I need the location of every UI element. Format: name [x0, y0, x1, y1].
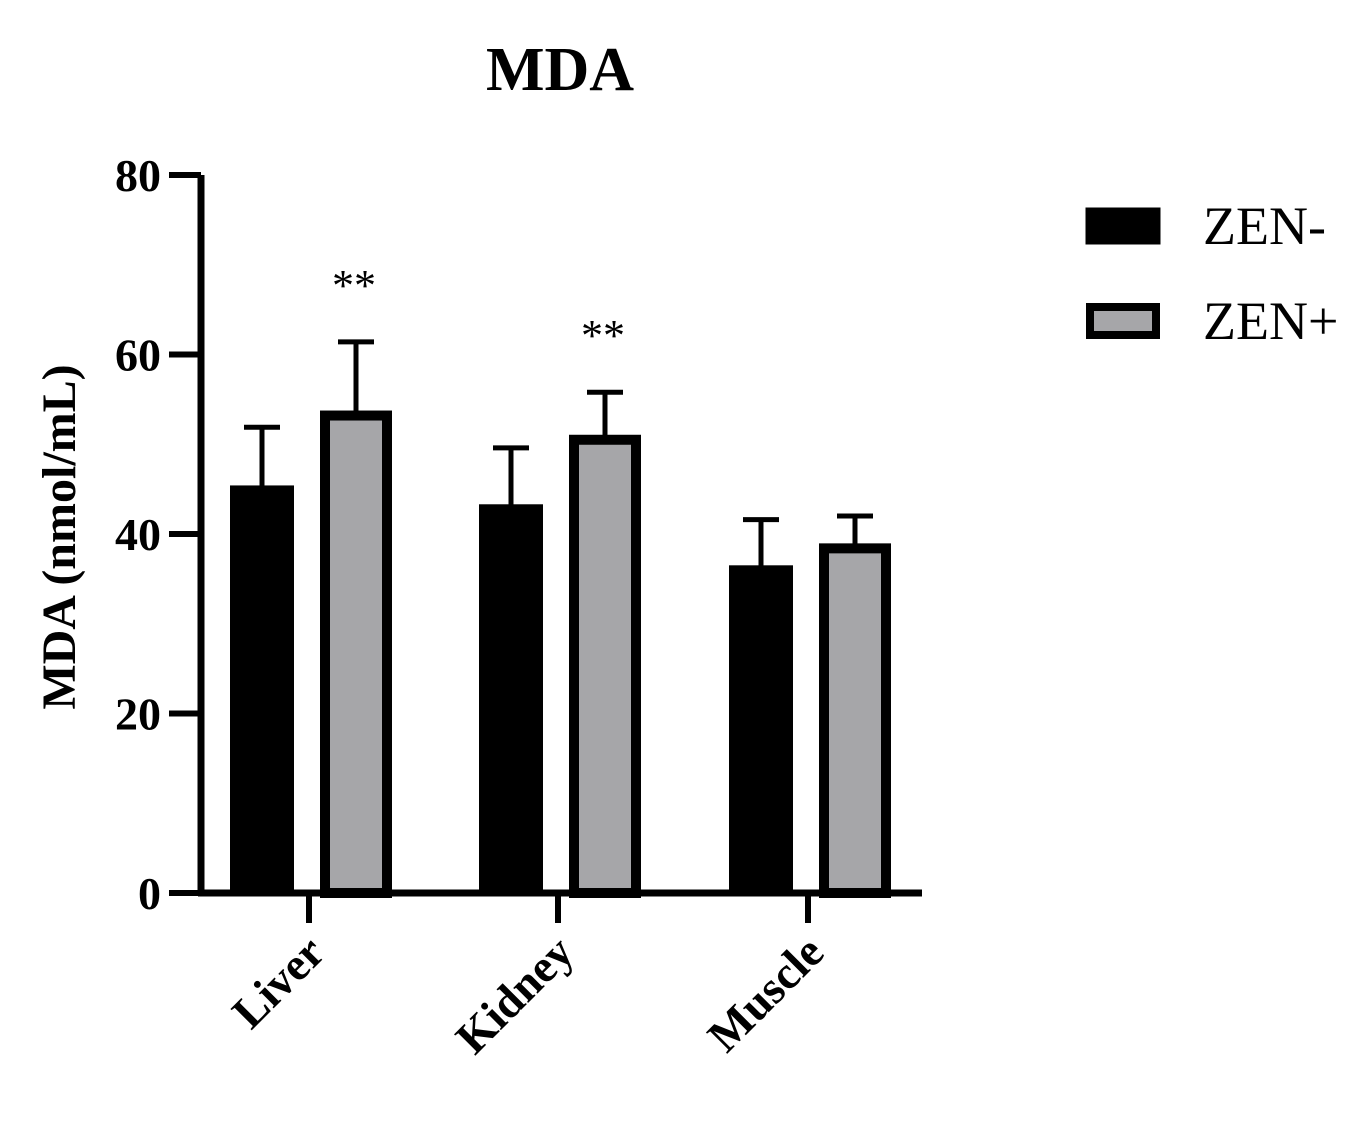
legend: ZEN- ZEN+ [1085, 196, 1338, 351]
x-tick-label-kidney: Kidney [446, 926, 583, 1063]
y-tick-label: 40 [115, 509, 161, 560]
y-tick-label: 20 [115, 689, 161, 740]
y-tick-label: 60 [115, 330, 161, 381]
x-tick-label-muscle: Muscle [698, 926, 833, 1061]
y-tick-label: 80 [115, 150, 161, 201]
bar-ZEN-liver [320, 410, 392, 898]
legend-swatch-zen-plus [1086, 303, 1160, 339]
y-axis-label: MDA (nmol/mL) [33, 364, 86, 709]
legend-label-zen-plus: ZEN+ [1203, 291, 1338, 351]
bar-ZEN-muscle [819, 543, 891, 898]
legend-swatch-zen-minus [1085, 207, 1161, 245]
bar-ZEN-kidney [569, 434, 641, 898]
x-tick-label-liver: Liver [222, 926, 334, 1038]
chart-title: MDA [486, 36, 634, 104]
bar-ZEN-kidney [479, 504, 543, 894]
legend-label-zen-minus: ZEN- [1203, 196, 1326, 256]
bar-ZEN-muscle [729, 565, 793, 894]
y-tick-label: 0 [138, 868, 161, 919]
significance-label: ** [581, 311, 625, 360]
bar-ZEN-liver [230, 485, 294, 894]
significance-label: ** [332, 261, 376, 310]
